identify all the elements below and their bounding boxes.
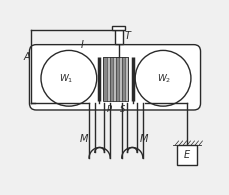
Bar [122,57,125,101]
Text: A: A [23,52,30,62]
Text: M: M [80,134,88,144]
Text: M: M [139,134,147,144]
Text: S: S [119,105,124,113]
Bar [112,26,125,30]
Bar [115,57,119,101]
Bar [109,57,112,101]
Bar [106,57,109,101]
Text: $W_1$: $W_1$ [59,72,73,84]
Bar [103,57,106,101]
Circle shape [41,50,96,106]
FancyBboxPatch shape [29,45,200,110]
Text: T: T [124,31,130,41]
Text: I: I [81,40,83,50]
Bar [125,57,128,101]
Text: P: P [107,105,112,113]
Circle shape [135,50,190,106]
Text: E: E [183,150,189,160]
Bar [103,57,128,101]
Bar [119,57,122,101]
Bar [112,57,115,101]
Text: $W_2$: $W_2$ [156,72,170,84]
Bar [114,30,123,44]
Bar [176,145,196,165]
Bar [97,55,134,103]
